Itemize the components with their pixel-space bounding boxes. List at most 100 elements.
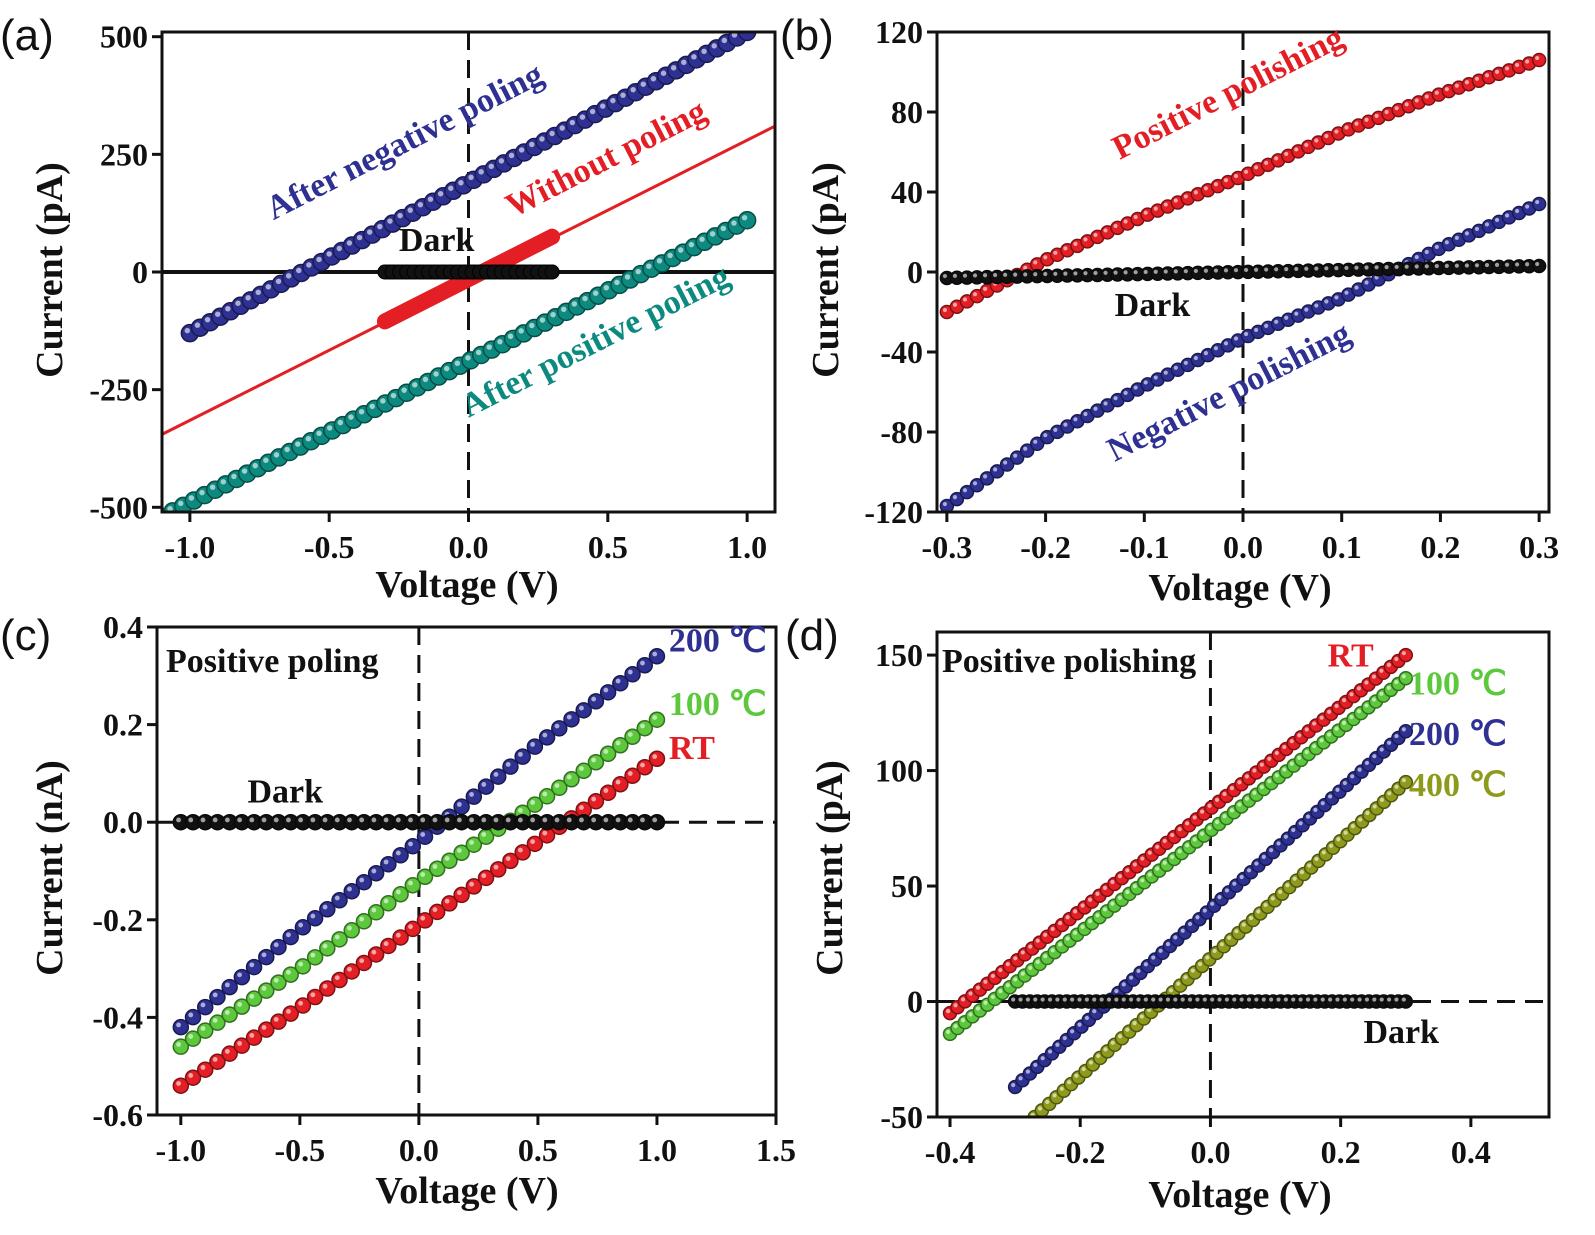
panel-c-series-3-point-highlight [554, 817, 560, 823]
panel-a-series-0-point-highlight [498, 158, 505, 164]
panel-d-series-0-point-highlight [983, 979, 988, 984]
panel-c-series-2-point-highlight [261, 1025, 267, 1030]
panel-a-series-3-point-highlight [443, 365, 450, 372]
panel-a-x-tick-label: 0.5 [588, 529, 628, 565]
panel-b-series-0-point-highlight [1213, 182, 1219, 187]
panel-b-series-2-point-highlight [1003, 272, 1008, 277]
panel-b-series-0-point-highlight [1093, 232, 1098, 238]
panel-d-series-4-point-highlight [1062, 997, 1067, 1002]
panel-c-series-3-point-highlight [652, 817, 658, 823]
panel-d-series-3-point-highlight [1117, 1034, 1123, 1039]
panel-c-series-3-point-highlight [176, 817, 181, 823]
panel-d-series-4-point-highlight [1070, 997, 1075, 1002]
panel-b-series-1-point-highlight [982, 474, 988, 479]
panel-b-series-1-point-highlight [1525, 204, 1530, 209]
panel-c-series-0-point-highlight [298, 922, 304, 928]
panel-a-series-0-point-highlight [366, 229, 373, 235]
panel-d-series-1-point-highlight [1117, 895, 1122, 900]
panel-a-series-0-point-highlight [397, 212, 403, 219]
panel-c-series-0-point-highlight [347, 886, 352, 892]
panel-c-y-tick-label: 0.0 [103, 804, 143, 840]
panel-b-series-1-point-highlight [1153, 375, 1158, 380]
panel-b-series-2-point-highlight [1454, 263, 1459, 268]
panel-d-series-3-point-highlight [1394, 784, 1399, 789]
panel-d-series-3-point-highlight [1045, 1099, 1050, 1104]
panel-d-series-1-point-highlight [1065, 936, 1070, 941]
panel-c-series-3-point-highlight [603, 817, 609, 823]
panel-d-series-4-point-highlight [1210, 997, 1215, 1002]
panel-d-series-1-point-highlight [1155, 866, 1160, 871]
panel-d-series-0-point-highlight [1155, 844, 1160, 849]
panel-d-series-2-point-highlight [1364, 760, 1370, 765]
panel-c-plot: -1.0 -0.5 0.0 0.5 1.0 1.5 -0.6 -0.4 -0.2 0.0 0.2 0.… [92, 609, 796, 1168]
panel-c-series-0-point [465, 788, 483, 805]
panel-c-y-tick-label: -0.6 [92, 1097, 143, 1133]
panel-d-series-3-point-highlight [1197, 961, 1203, 967]
panel-d-series-0-point-highlight [1214, 797, 1220, 802]
panel-d-series-1-point-highlight [1289, 761, 1294, 766]
panel-d-series-1-point-highlight [990, 994, 995, 1000]
panel-c-frame [155, 625, 778, 1117]
panel-b-series-2-point-highlight [1515, 262, 1520, 267]
panel-c-series-1-point-highlight [481, 832, 487, 837]
panel-b-series-1-point-highlight [1113, 396, 1118, 401]
panel-b-series-1-point-highlight [1083, 411, 1088, 417]
panel-d-series-2-point-highlight [1033, 1062, 1038, 1067]
panel-a-series-0-point-highlight [650, 76, 657, 82]
panel-c-series-0-point-highlight [420, 832, 426, 837]
panel-a-series-0-point-highlight [296, 267, 302, 274]
panel-d-series-4-point-highlight [1025, 997, 1030, 1002]
panel-b-series-2-point-highlight [1243, 267, 1249, 273]
panel-c-series-0-point [477, 778, 495, 795]
panel-d-series-3-point-highlight [1037, 1106, 1043, 1111]
panel-c-series-0-point-highlight [408, 841, 413, 847]
panel-a-x-tick-label: -0.5 [304, 529, 355, 565]
panel-b-series-1-point-highlight [1173, 365, 1178, 370]
panel-d-series-3-point-highlight [1336, 837, 1341, 842]
panel-a-series-0-point-highlight [417, 201, 424, 208]
panel-c-series-0-point [502, 758, 519, 775]
panel-c-series-0-point [184, 1008, 202, 1026]
panel-a-series-0-point-highlight [265, 284, 272, 290]
panel-b-series-2-point-highlight [952, 273, 958, 278]
panel-b-series-1-point-highlight [1023, 446, 1028, 451]
panel-a-series-0-point-highlight [407, 207, 413, 213]
panel-b-series-0-point [1531, 52, 1547, 68]
panel-c-series-3-point-highlight [347, 817, 352, 823]
panel-c-series-1-point-highlight [518, 808, 523, 813]
panel-d-series-1-point-highlight [1125, 889, 1130, 895]
panel-c-series-2-point-highlight [395, 932, 401, 938]
panel-d-series-2-point-highlight [1151, 955, 1156, 960]
panel-d-series-4-point-highlight [1335, 997, 1340, 1002]
panel-c-title-text: Positive poling [166, 643, 379, 680]
panel-c-series-2-point-highlight [542, 830, 548, 836]
panel-a-series-3-point-highlight [614, 279, 620, 286]
panel-d-series-0-point-highlight [1185, 821, 1190, 826]
panel-c-series-0-point-highlight [261, 952, 267, 958]
panel-d-series-0-point-highlight [1005, 962, 1010, 967]
panel-d-series-4-point-highlight [1246, 997, 1252, 1002]
panel-c-series-2-point-highlight [383, 941, 389, 947]
panel-d-series-1-point-highlight [1132, 884, 1137, 889]
panel-a-series-3-point-highlight [316, 430, 322, 437]
panel-d-series-1-point-highlight [1297, 755, 1302, 760]
panel-b-series-2-point-highlight [1173, 269, 1178, 274]
panel-a-series-0-point [737, 32, 757, 42]
panel-a-y-axis-title: Current (pA) [29, 162, 71, 378]
panel-b-series-1-point-highlight [1304, 307, 1309, 312]
panel-c-label-rt: RT [669, 730, 715, 767]
panel-b-x-tick-label: 0.1 [1322, 529, 1362, 565]
panel-b-label: (b) [780, 11, 834, 60]
panel-d-series-1-point-highlight [975, 1006, 981, 1011]
panel-d-series-1-point-highlight [1087, 919, 1093, 924]
panel-b-series-1-point-highlight [1193, 355, 1198, 361]
panel-c-series-0-point-highlight [591, 696, 597, 702]
panel-d-series-2-point-highlight [1062, 1035, 1067, 1041]
panel-b-label-dark: Dark [1115, 287, 1191, 324]
panel-b-series-0-point-highlight [1515, 62, 1520, 68]
panel-b-series-1-point-highlight [1073, 417, 1078, 422]
panel-c-series-1-point-highlight [371, 907, 377, 913]
panel-b-series-2-point-highlight [1013, 272, 1018, 277]
panel-d-series-1-point-highlight [1282, 767, 1287, 772]
panel-d-series-0-point-highlight [945, 1009, 951, 1014]
